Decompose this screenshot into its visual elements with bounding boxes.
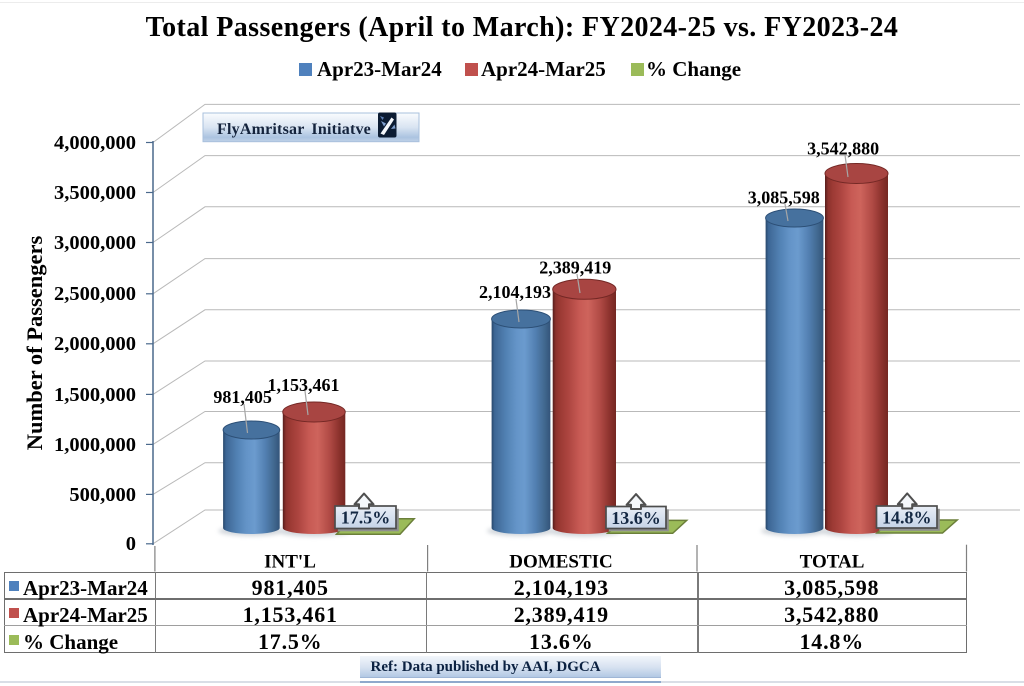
svg-text:13.6%: 13.6% — [611, 508, 661, 528]
svg-text:3,542,880: 3,542,880 — [807, 139, 879, 159]
svg-text:0: 0 — [126, 533, 136, 555]
svg-text:14.8%: 14.8% — [882, 508, 932, 528]
svg-text:1,153,461: 1,153,461 — [268, 375, 340, 395]
svg-text:TOTAL: TOTAL — [800, 552, 865, 573]
svg-text:2,104,193: 2,104,193 — [479, 282, 551, 302]
svg-text:FlyAmritsar Initiatve: FlyAmritsar Initiatve — [217, 121, 371, 138]
svg-text:2,389,419: 2,389,419 — [539, 258, 611, 278]
svg-text:3,000,000: 3,000,000 — [54, 232, 136, 254]
svg-text:3,500,000: 3,500,000 — [54, 182, 136, 204]
svg-text:DOMESTIC: DOMESTIC — [509, 552, 612, 573]
svg-text:1,500,000: 1,500,000 — [54, 384, 136, 406]
svg-text:2,000,000: 2,000,000 — [54, 333, 136, 355]
svg-text:3,085,598: 3,085,598 — [748, 188, 820, 208]
svg-text:INT'L: INT'L — [264, 552, 316, 573]
svg-text:17.5%: 17.5% — [341, 508, 391, 528]
svg-text:981,405: 981,405 — [213, 387, 272, 407]
svg-text:500,000: 500,000 — [69, 484, 136, 506]
svg-text:1,000,000: 1,000,000 — [54, 434, 136, 456]
svg-text:4,000,000: 4,000,000 — [54, 132, 136, 154]
svg-text:Number of Passengers: Number of Passengers — [22, 235, 47, 450]
svg-text:2,500,000: 2,500,000 — [54, 283, 136, 305]
